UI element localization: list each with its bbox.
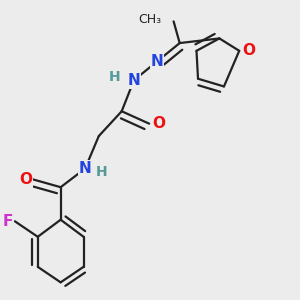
Text: N: N — [79, 161, 92, 176]
Text: N: N — [128, 73, 140, 88]
Text: O: O — [242, 43, 255, 58]
Text: H: H — [108, 70, 120, 84]
Text: N: N — [150, 54, 163, 69]
Text: O: O — [152, 116, 165, 131]
Text: H: H — [96, 165, 108, 179]
Text: CH₃: CH₃ — [138, 13, 161, 26]
Text: F: F — [3, 214, 13, 229]
Text: O: O — [19, 172, 32, 187]
